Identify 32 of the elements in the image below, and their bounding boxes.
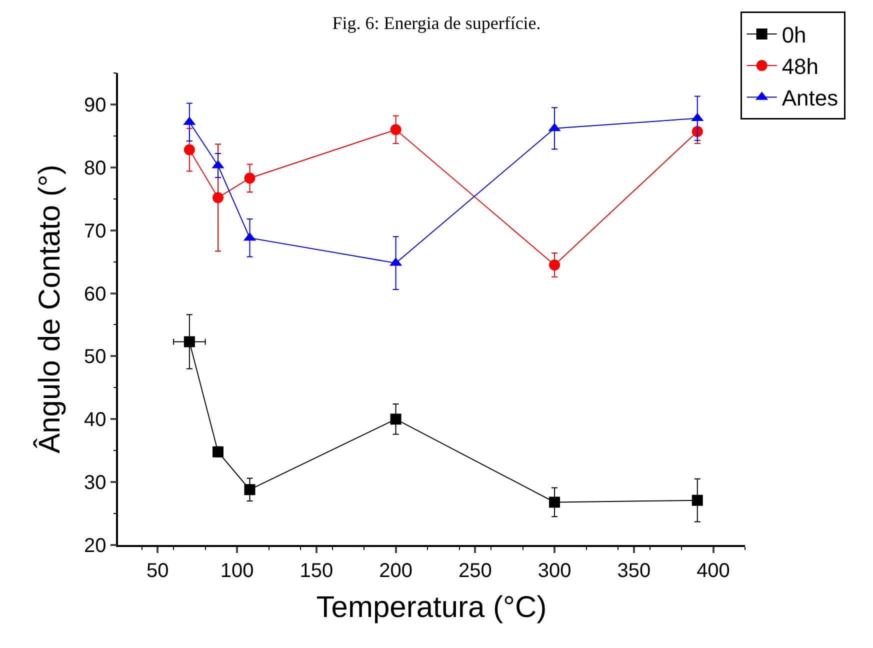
legend-label: 0h [782, 22, 806, 48]
point [549, 259, 560, 270]
y-tick-label: 80 [84, 157, 106, 180]
point [244, 484, 256, 496]
y-tick-label: 50 [84, 346, 106, 368]
y-tick-label: 40 [84, 409, 106, 432]
point [692, 494, 703, 506]
y-tick-label: 20 [84, 535, 106, 557]
point [390, 124, 402, 136]
legend-label: 48h [782, 54, 819, 80]
y-tick-label: 60 [84, 283, 106, 306]
legend-label: Antes [782, 86, 838, 111]
point [549, 496, 560, 508]
point [390, 414, 402, 425]
x-tick-label: 400 [696, 560, 730, 582]
x-tick-label: 350 [617, 560, 651, 582]
y-tick-label: 90 [84, 94, 106, 116]
x-axis-title: Temperatura (°C) [316, 590, 547, 624]
y-tick-label: 30 [84, 472, 106, 494]
point [184, 144, 195, 156]
y-axis-title: Ângulo de Contato (°) [32, 164, 66, 454]
chart-title: Fig. 6: Energia de superfície. [332, 12, 541, 33]
x-tick-label: 50 [146, 560, 169, 582]
point [184, 336, 195, 348]
point [212, 192, 224, 204]
x-tick-label: 200 [379, 560, 412, 582]
point [244, 172, 256, 184]
x-tick-label: 100 [220, 560, 254, 582]
y-tick-label: 70 [84, 220, 106, 242]
x-tick-label: 300 [538, 560, 572, 582]
x-tick-label: 250 [458, 560, 492, 582]
x-tick-label: 150 [300, 560, 334, 582]
